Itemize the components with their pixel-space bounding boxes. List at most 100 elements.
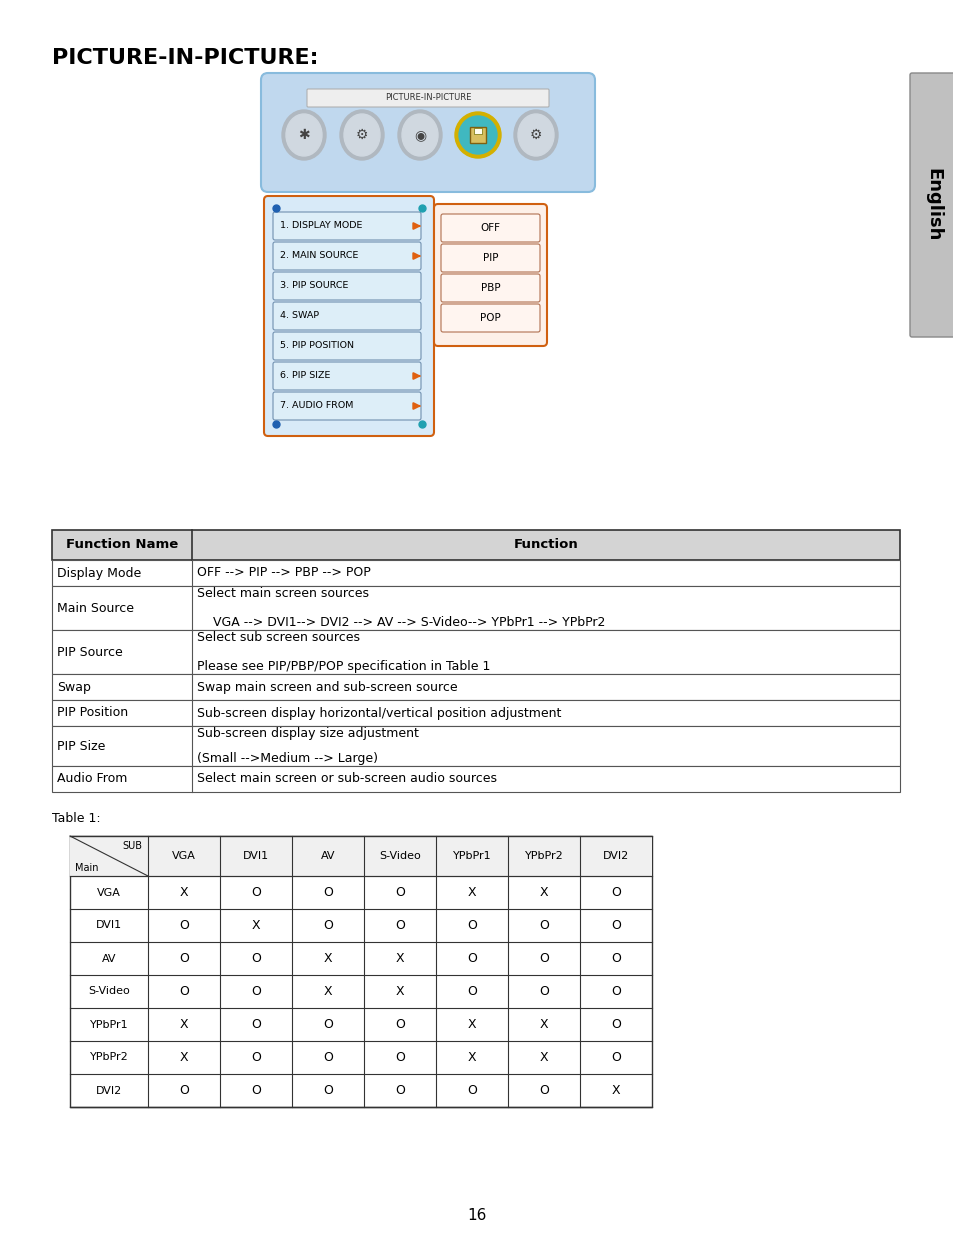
- Ellipse shape: [397, 110, 441, 161]
- Text: S-Video: S-Video: [88, 987, 130, 997]
- Text: O: O: [251, 952, 261, 965]
- Text: PIP: PIP: [482, 253, 497, 263]
- Text: X: X: [539, 1051, 548, 1065]
- Text: O: O: [251, 1051, 261, 1065]
- Text: (Small -->Medium --> Large): (Small -->Medium --> Large): [196, 752, 377, 766]
- FancyBboxPatch shape: [440, 274, 539, 303]
- FancyBboxPatch shape: [273, 303, 420, 330]
- Text: PBP: PBP: [480, 283, 499, 293]
- Text: O: O: [611, 919, 620, 932]
- FancyBboxPatch shape: [470, 127, 485, 143]
- Text: O: O: [538, 986, 548, 998]
- Text: X: X: [323, 986, 332, 998]
- Text: 1. DISPLAY MODE: 1. DISPLAY MODE: [280, 221, 362, 231]
- FancyBboxPatch shape: [52, 674, 899, 700]
- Text: English: English: [923, 168, 941, 242]
- Circle shape: [458, 116, 497, 154]
- FancyBboxPatch shape: [440, 245, 539, 272]
- Text: Function Name: Function Name: [66, 538, 178, 552]
- Text: X: X: [467, 1051, 476, 1065]
- FancyBboxPatch shape: [52, 530, 899, 559]
- Text: X: X: [467, 885, 476, 899]
- FancyBboxPatch shape: [52, 766, 899, 792]
- Text: X: X: [395, 986, 404, 998]
- Ellipse shape: [517, 114, 554, 156]
- Text: O: O: [467, 919, 476, 932]
- Text: O: O: [611, 952, 620, 965]
- Text: PIP Source: PIP Source: [57, 646, 123, 658]
- Text: O: O: [395, 1084, 404, 1097]
- Ellipse shape: [344, 114, 379, 156]
- Text: 3. PIP SOURCE: 3. PIP SOURCE: [280, 282, 348, 290]
- Text: POP: POP: [479, 312, 500, 324]
- Text: X: X: [539, 1018, 548, 1031]
- Text: O: O: [538, 1084, 548, 1097]
- Text: DVI1: DVI1: [243, 851, 269, 861]
- FancyBboxPatch shape: [440, 304, 539, 332]
- Text: Select main screen sources: Select main screen sources: [196, 588, 369, 600]
- FancyBboxPatch shape: [261, 73, 595, 191]
- FancyBboxPatch shape: [273, 212, 420, 240]
- Text: X: X: [252, 919, 260, 932]
- Text: SUB: SUB: [122, 841, 142, 851]
- Text: X: X: [539, 885, 548, 899]
- Text: VGA --> DVI1--> DVI2 --> AV --> S-Video--> YPbPr1 --> YPbPr2: VGA --> DVI1--> DVI2 --> AV --> S-Video-…: [196, 615, 605, 629]
- Text: PIP Position: PIP Position: [57, 706, 128, 720]
- Text: O: O: [179, 1084, 189, 1097]
- Ellipse shape: [339, 110, 384, 161]
- Text: O: O: [395, 885, 404, 899]
- Text: YPbPr1: YPbPr1: [90, 1020, 128, 1030]
- Text: O: O: [179, 919, 189, 932]
- Text: AV: AV: [102, 953, 116, 963]
- Text: Swap: Swap: [57, 680, 91, 694]
- Text: Please see PIP/PBP/POP specification in Table 1: Please see PIP/PBP/POP specification in …: [196, 659, 490, 673]
- Text: Main Source: Main Source: [57, 601, 133, 615]
- Text: O: O: [323, 919, 333, 932]
- FancyBboxPatch shape: [273, 391, 420, 420]
- Text: O: O: [611, 986, 620, 998]
- Text: DVI1: DVI1: [96, 920, 122, 930]
- Text: X: X: [179, 1018, 188, 1031]
- Ellipse shape: [286, 114, 322, 156]
- Text: Display Mode: Display Mode: [57, 567, 141, 579]
- Text: 6. PIP SIZE: 6. PIP SIZE: [280, 372, 330, 380]
- Text: X: X: [467, 1018, 476, 1031]
- Text: O: O: [179, 986, 189, 998]
- FancyBboxPatch shape: [434, 204, 546, 346]
- FancyBboxPatch shape: [273, 362, 420, 390]
- Text: X: X: [179, 885, 188, 899]
- Text: OFF: OFF: [480, 224, 500, 233]
- Text: PICTURE-IN-PICTURE:: PICTURE-IN-PICTURE:: [52, 48, 318, 68]
- FancyBboxPatch shape: [273, 272, 420, 300]
- Text: OFF --> PIP --> PBP --> POP: OFF --> PIP --> PBP --> POP: [196, 567, 371, 579]
- Text: Audio From: Audio From: [57, 773, 128, 785]
- Text: O: O: [251, 986, 261, 998]
- Text: Select main screen or sub-screen audio sources: Select main screen or sub-screen audio s…: [196, 773, 497, 785]
- Text: VGA: VGA: [172, 851, 195, 861]
- Text: O: O: [323, 1084, 333, 1097]
- Text: X: X: [611, 1084, 619, 1097]
- Text: ◉: ◉: [414, 128, 426, 142]
- FancyBboxPatch shape: [273, 242, 420, 270]
- FancyBboxPatch shape: [273, 332, 420, 359]
- FancyBboxPatch shape: [307, 89, 548, 107]
- Text: DVI2: DVI2: [602, 851, 628, 861]
- Text: O: O: [395, 919, 404, 932]
- Text: ✱: ✱: [298, 128, 310, 142]
- Text: Sub-screen display size adjustment: Sub-screen display size adjustment: [196, 726, 418, 740]
- Ellipse shape: [401, 114, 437, 156]
- Text: PICTURE-IN-PICTURE: PICTURE-IN-PICTURE: [384, 94, 471, 103]
- Text: O: O: [467, 1084, 476, 1097]
- Text: Swap main screen and sub-screen source: Swap main screen and sub-screen source: [196, 680, 457, 694]
- Text: YPbPr1: YPbPr1: [453, 851, 491, 861]
- Text: YPbPr2: YPbPr2: [90, 1052, 129, 1062]
- FancyBboxPatch shape: [52, 585, 899, 630]
- Text: O: O: [179, 952, 189, 965]
- Text: O: O: [611, 1051, 620, 1065]
- Text: O: O: [323, 885, 333, 899]
- Text: O: O: [251, 885, 261, 899]
- FancyBboxPatch shape: [70, 836, 651, 1107]
- Text: X: X: [179, 1051, 188, 1065]
- Ellipse shape: [514, 110, 558, 161]
- Text: O: O: [323, 1018, 333, 1031]
